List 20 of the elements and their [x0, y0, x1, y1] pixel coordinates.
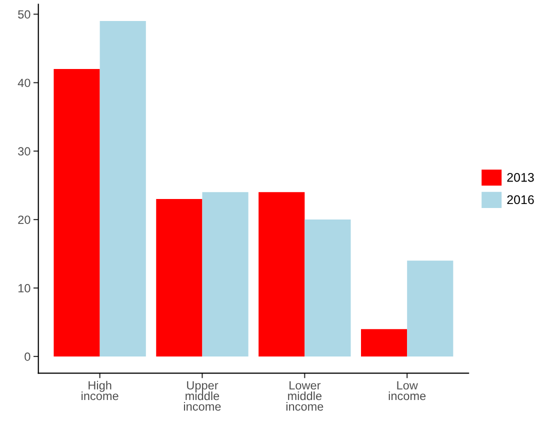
- y-tick-label: 10: [18, 284, 30, 292]
- bar: [407, 260, 454, 356]
- y-tick-label: 30: [18, 147, 30, 156]
- legend-label: 2016: [507, 195, 534, 204]
- x-tick-label: Upper middle income: [184, 381, 221, 411]
- bar: [100, 21, 146, 356]
- bar: [202, 192, 248, 356]
- y-tick-label: 20: [18, 216, 30, 224]
- x-tick-label: High income: [82, 380, 118, 400]
- y-tick-label: 0: [24, 352, 30, 361]
- y-tick-label: 50: [18, 10, 30, 19]
- x-tick-label: Low income: [388, 381, 426, 400]
- y-tick-label: 40: [18, 78, 30, 88]
- bar: [304, 220, 351, 356]
- x-tick-label: Lower middle income: [286, 381, 324, 411]
- bar: [54, 68, 100, 356]
- bar: [156, 199, 202, 356]
- bar: [360, 329, 408, 356]
- legend-label: 2013: [507, 172, 534, 182]
- bar: [258, 192, 305, 356]
